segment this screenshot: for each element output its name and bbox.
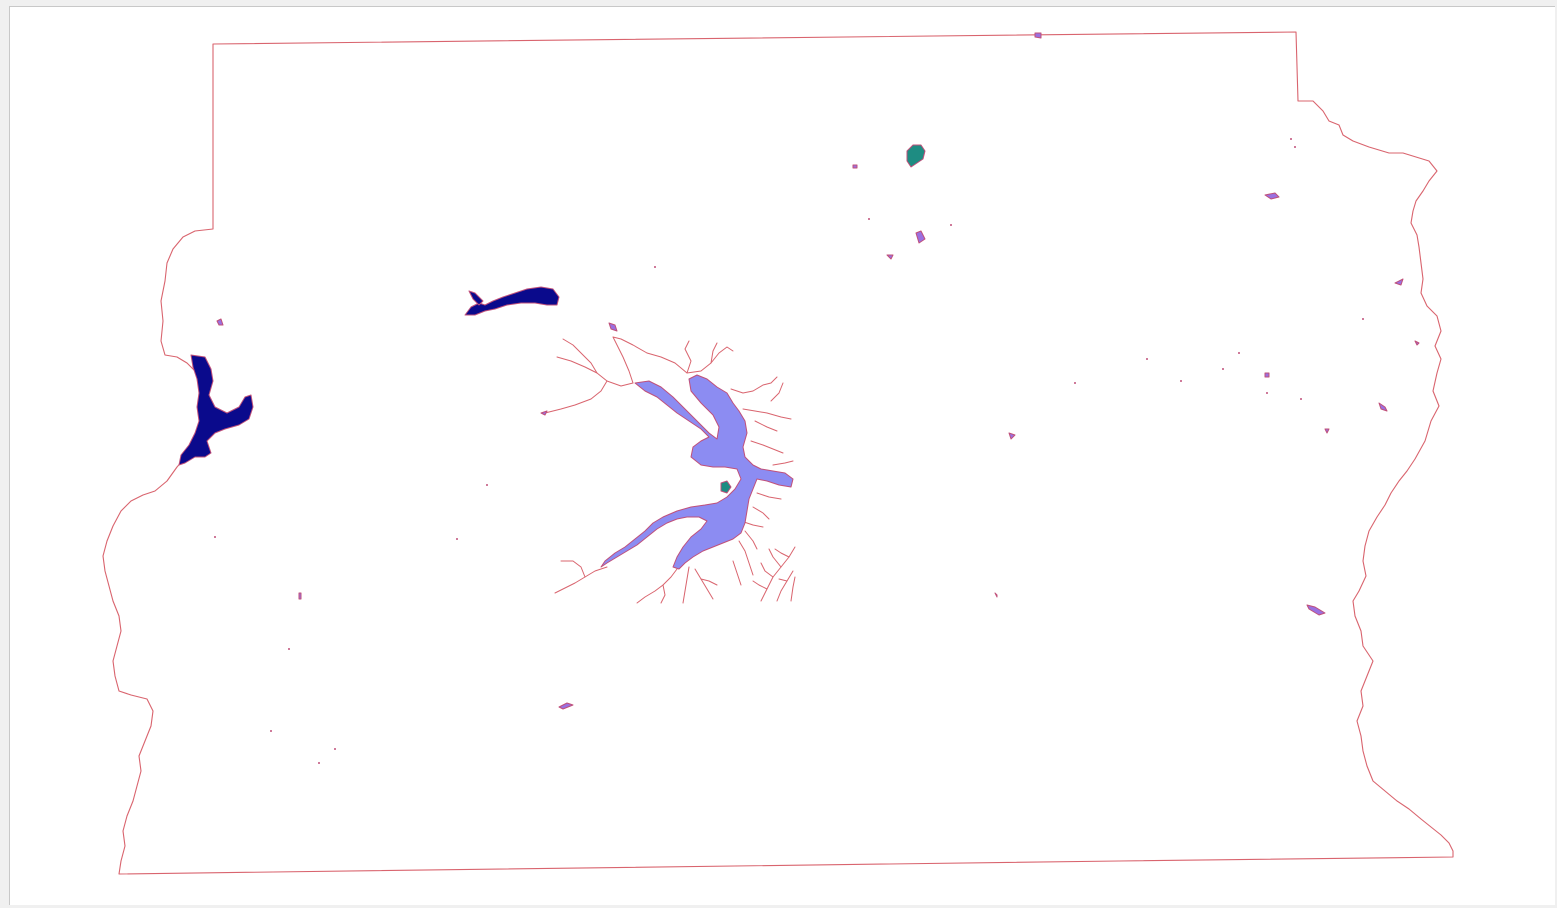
feature-dot bbox=[1074, 382, 1076, 384]
teal-pond bbox=[720, 480, 732, 494]
map-svg[interactable] bbox=[10, 7, 1555, 905]
stream bbox=[646, 340, 692, 374]
stream bbox=[700, 578, 718, 586]
pond bbox=[558, 702, 574, 710]
pond bbox=[1008, 432, 1016, 440]
feature-dot bbox=[318, 762, 320, 764]
stream bbox=[754, 420, 778, 432]
pond bbox=[1264, 372, 1270, 378]
map-canvas[interactable] bbox=[9, 6, 1555, 905]
stream bbox=[554, 566, 608, 594]
stream bbox=[776, 570, 794, 602]
stream bbox=[732, 560, 742, 586]
feature-dot bbox=[1180, 380, 1182, 382]
lake bbox=[464, 286, 560, 316]
stream bbox=[694, 568, 714, 600]
pond bbox=[1394, 278, 1404, 286]
teal-pond bbox=[906, 144, 926, 168]
pond bbox=[1378, 402, 1388, 412]
stream bbox=[562, 338, 598, 374]
pond bbox=[216, 318, 224, 326]
feature-dot bbox=[334, 748, 336, 750]
stream bbox=[756, 492, 782, 500]
feature-dot bbox=[270, 730, 272, 732]
feature-dot bbox=[654, 266, 656, 268]
lake-arm bbox=[468, 290, 484, 306]
stream bbox=[686, 346, 734, 374]
feature-dot bbox=[288, 648, 290, 650]
feature-dot bbox=[1294, 146, 1296, 148]
feature-dot bbox=[868, 218, 870, 220]
streams-group bbox=[544, 336, 796, 604]
feature-dot bbox=[1238, 352, 1240, 354]
stream bbox=[710, 342, 718, 364]
stream bbox=[660, 584, 666, 604]
stream bbox=[742, 408, 792, 420]
stream bbox=[768, 548, 782, 568]
stream bbox=[730, 376, 778, 394]
feature-dot bbox=[486, 484, 488, 486]
lake bbox=[178, 354, 254, 466]
stream bbox=[760, 546, 796, 602]
stream bbox=[636, 568, 678, 604]
stream bbox=[752, 506, 770, 520]
stream bbox=[750, 440, 784, 454]
pond bbox=[1324, 428, 1330, 434]
stream bbox=[612, 336, 648, 384]
county-boundary bbox=[102, 31, 1454, 875]
pond bbox=[1306, 604, 1326, 616]
stream bbox=[752, 580, 768, 590]
pond bbox=[1264, 192, 1280, 200]
feature-dot bbox=[1146, 358, 1148, 360]
stream bbox=[790, 576, 796, 602]
stream bbox=[682, 566, 690, 604]
pond bbox=[886, 254, 894, 260]
stream bbox=[556, 356, 634, 387]
stream bbox=[778, 578, 788, 582]
feature-dot bbox=[1290, 138, 1292, 140]
stream bbox=[738, 540, 754, 576]
stream bbox=[760, 562, 774, 578]
feature-dot bbox=[1222, 368, 1224, 370]
stream bbox=[560, 560, 586, 578]
stream bbox=[772, 460, 794, 466]
pond bbox=[1034, 32, 1042, 39]
reservoir bbox=[600, 374, 794, 570]
stream bbox=[770, 382, 784, 402]
feature-dot bbox=[950, 224, 952, 226]
pond bbox=[852, 164, 858, 169]
feature-dot bbox=[214, 536, 216, 538]
pond bbox=[915, 230, 926, 244]
pond bbox=[608, 322, 618, 332]
feature-dot bbox=[1266, 392, 1268, 394]
pond bbox=[994, 592, 998, 598]
feature-dot bbox=[1362, 318, 1364, 320]
feature-dot bbox=[1300, 398, 1302, 400]
stream bbox=[774, 548, 790, 558]
tiny-features-group bbox=[214, 138, 1364, 764]
pond bbox=[1414, 340, 1420, 346]
pond bbox=[298, 592, 302, 600]
feature-dot bbox=[456, 538, 458, 540]
stream bbox=[544, 380, 608, 414]
pond bbox=[540, 410, 548, 416]
stream bbox=[744, 530, 758, 550]
small-ponds-group bbox=[216, 32, 1420, 710]
